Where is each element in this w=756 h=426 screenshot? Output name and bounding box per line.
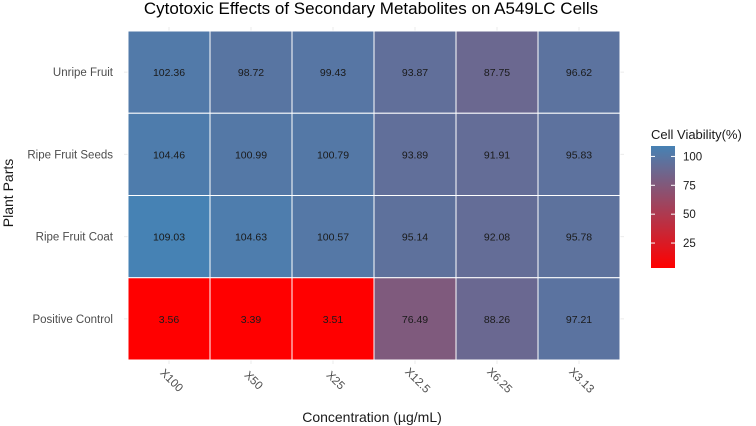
x-axis-title: Concentration (µg/mL) — [302, 409, 442, 425]
heatmap-cell — [127, 195, 211, 279]
heatmap-cell — [455, 30, 539, 114]
cell-value-label: 109.03 — [153, 232, 185, 244]
cell-value-label: 3.51 — [323, 314, 344, 326]
cell-value-label: 100.79 — [317, 149, 349, 161]
x-tick-label: X25 — [324, 369, 347, 392]
y-tick-label: Ripe Fruit Seeds — [27, 149, 113, 161]
heatmap-cell — [209, 112, 293, 196]
cell-value-label: 100.99 — [235, 149, 267, 161]
heatmap-cell — [455, 112, 539, 196]
y-axis-title: Plant Parts — [0, 159, 16, 227]
cell-value-label: 93.89 — [402, 149, 428, 161]
cell-value-label: 95.14 — [402, 232, 428, 244]
cell-value-label: 104.63 — [235, 232, 267, 244]
heatmap-cell — [209, 195, 293, 279]
heatmap-cell — [127, 277, 211, 361]
cell-value-label: 3.39 — [241, 314, 262, 326]
cell-value-label: 104.46 — [153, 149, 185, 161]
y-tick-label: Unripe Fruit — [53, 67, 114, 79]
cell-value-label: 96.62 — [566, 67, 592, 79]
heatmap-cell — [209, 277, 293, 361]
legend-tick-label: 100 — [683, 151, 702, 163]
cell-value-label: 100.57 — [317, 232, 349, 244]
cell-value-label: 3.56 — [159, 314, 180, 326]
x-tick-label: X12.5 — [402, 366, 432, 396]
cell-value-label: 76.49 — [402, 314, 428, 326]
cell-value-label: 102.36 — [153, 67, 185, 79]
cell-value-label: 95.78 — [566, 232, 592, 244]
cell-value-label: 88.26 — [484, 314, 510, 326]
heatmap-cell — [373, 112, 457, 196]
heatmap-cell — [537, 112, 621, 196]
cell-value-label: 97.21 — [566, 314, 592, 326]
legend-colorbar — [651, 146, 675, 268]
cell-value-label: 98.72 — [238, 67, 264, 79]
x-tick-label: X3.13 — [566, 366, 596, 396]
cell-value-label: 92.08 — [484, 232, 510, 244]
cell-value-label: 99.43 — [320, 67, 346, 79]
y-axis-tick-labels: Unripe Fruit Ripe Fruit Seeds Ripe Fruit C… — [27, 67, 113, 326]
cell-value-label: 87.75 — [484, 67, 510, 79]
chart-title: Cytotoxic Effects of Secondary Metabolit… — [144, 0, 598, 18]
y-tick-label: Ripe Fruit Coat — [36, 232, 114, 244]
cell-value-label: 91.91 — [484, 149, 510, 161]
heatmap-cell — [455, 277, 539, 361]
y-tick-label: Positive Control — [32, 314, 113, 326]
cell-value-label: 95.83 — [566, 149, 592, 161]
legend-title: Cell Viability(%) — [651, 127, 742, 142]
legend-tick-label: 25 — [683, 238, 696, 250]
legend-tick-label: 50 — [683, 209, 696, 221]
x-tick-label: X50 — [242, 369, 265, 392]
legend-ticks: 25 50 75 100 — [651, 151, 702, 250]
heatmap-cell — [373, 195, 457, 279]
heatmap-cell — [127, 112, 211, 196]
legend-tick-label: 75 — [683, 180, 696, 192]
heatmap-cell — [209, 30, 293, 114]
heatmap-cell — [537, 277, 621, 361]
heatmap-cell — [291, 195, 375, 279]
x-tick-label: X6.25 — [484, 366, 514, 396]
heatmap-cell — [291, 112, 375, 196]
cell-value-label: 93.87 — [402, 67, 428, 79]
heatmap-cell — [537, 195, 621, 279]
heatmap-cells: 102.36 98.72 99.43 93.87 87.75 96.62 104.46 100… — [127, 30, 621, 361]
heatmap-cell — [291, 277, 375, 361]
heatmap-cell — [373, 30, 457, 114]
x-tick-label: X100 — [157, 367, 184, 394]
heatmap-cell — [537, 30, 621, 114]
x-axis-tick-labels: X100 X50 X25 X12.5 X6.25 X3.13 — [157, 366, 596, 396]
